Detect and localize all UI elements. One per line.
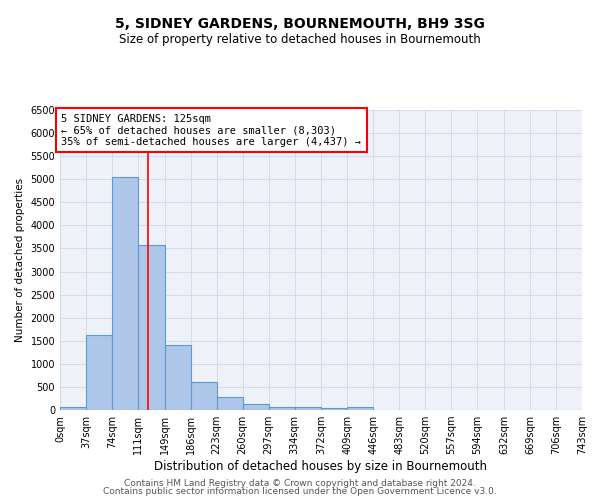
Bar <box>295 408 322 410</box>
Bar <box>112 177 138 410</box>
Text: Size of property relative to detached houses in Bournemouth: Size of property relative to detached ho… <box>119 32 481 46</box>
Bar <box>347 408 373 410</box>
Bar <box>191 382 217 410</box>
Bar <box>138 245 164 410</box>
Text: Contains public sector information licensed under the Open Government Licence v3: Contains public sector information licen… <box>103 487 497 496</box>
Bar <box>242 404 269 410</box>
Text: 5, SIDNEY GARDENS, BOURNEMOUTH, BH9 3SG: 5, SIDNEY GARDENS, BOURNEMOUTH, BH9 3SG <box>115 18 485 32</box>
Bar <box>217 396 242 410</box>
Text: 5 SIDNEY GARDENS: 125sqm
← 65% of detached houses are smaller (8,303)
35% of sem: 5 SIDNEY GARDENS: 125sqm ← 65% of detach… <box>61 114 361 147</box>
Bar <box>86 335 112 410</box>
Text: Contains HM Land Registry data © Crown copyright and database right 2024.: Contains HM Land Registry data © Crown c… <box>124 478 476 488</box>
Bar <box>322 408 347 410</box>
Bar <box>164 346 191 410</box>
Bar <box>60 407 86 410</box>
Bar <box>269 406 295 410</box>
Y-axis label: Number of detached properties: Number of detached properties <box>15 178 25 342</box>
X-axis label: Distribution of detached houses by size in Bournemouth: Distribution of detached houses by size … <box>155 460 487 473</box>
